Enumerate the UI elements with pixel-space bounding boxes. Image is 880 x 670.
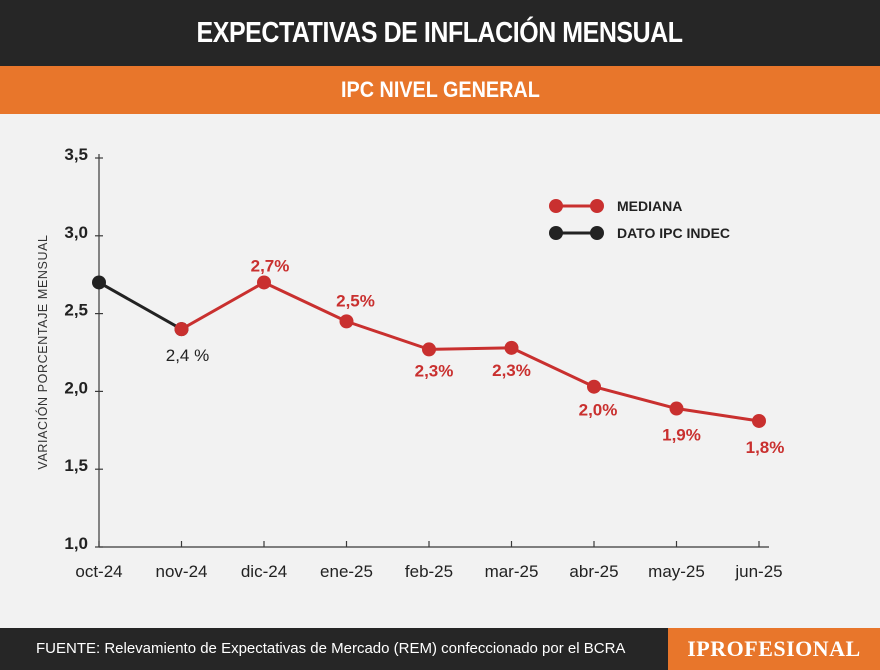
data-point-oct-24 (92, 275, 106, 290)
series-line-mediana (180, 280, 760, 423)
data-label-mar-25: 2,3% (492, 361, 531, 380)
legend-label: MEDIANA (617, 198, 682, 214)
legend-swatch-dot (590, 226, 604, 240)
y-tick-label: 3,5 (64, 145, 88, 164)
data-point-ene-25 (339, 314, 354, 329)
data-label-may-25: 1,9% (662, 426, 701, 445)
x-tick-label: feb-25 (405, 562, 453, 581)
data-label-abr-25: 2,0% (579, 401, 618, 420)
data-label-feb-25: 2,3% (415, 361, 454, 380)
source-note: FUENTE: Relevamiento de Expectativas de … (36, 640, 626, 657)
data-label-ene-25: 2,5% (336, 291, 375, 310)
footer-bar: FUENTE: Relevamiento de Expectativas de … (0, 628, 880, 670)
data-point-jun-25 (752, 413, 766, 428)
data-point-may-25 (669, 401, 684, 416)
y-tick-label: 3,0 (64, 223, 88, 242)
data-point-feb-25 (422, 342, 436, 357)
data-point-mar-25 (504, 340, 519, 355)
series-line-dato-ipc-indec (98, 281, 183, 331)
data-point-abr-25 (587, 379, 601, 394)
x-tick-label: oct-24 (75, 562, 122, 581)
legend-label: DATO IPC INDEC (617, 225, 730, 241)
chart-title-bar: EXPECTATIVAS DE INFLACIÓN MENSUAL (0, 0, 880, 66)
x-tick-label: may-25 (648, 562, 705, 581)
data-label-dic-24: 2,7% (251, 256, 290, 275)
data-point-nov-24 (174, 322, 189, 337)
y-tick-label: 1,5 (64, 456, 88, 475)
x-tick-label: jun-25 (734, 562, 782, 581)
x-tick-label: mar-25 (485, 562, 539, 581)
y-tick-label: 2,5 (64, 301, 88, 320)
chart-title: EXPECTATIVAS DE INFLACIÓN MENSUAL (196, 16, 684, 49)
data-point-dic-24 (257, 275, 271, 290)
data-label-jun-25: 1,8% (746, 438, 785, 457)
legend-swatch-dot (549, 226, 563, 240)
y-tick-label: 2,0 (64, 378, 88, 397)
y-tick-label: 1,0 (64, 534, 88, 553)
x-tick-label: dic-24 (241, 562, 287, 581)
legend-swatch-dot (549, 199, 563, 213)
x-tick-label: abr-25 (569, 562, 618, 581)
chart-subtitle: IPC NIVEL GENERAL (340, 77, 540, 102)
chart-subtitle-bar: IPC NIVEL GENERAL (0, 66, 880, 114)
x-tick-label: nov-24 (156, 562, 208, 581)
data-label-nov-24: 2,4 % (166, 346, 209, 365)
y-axis-label: VARIACIÓN PORCENTAJE MENSUAL (35, 234, 50, 469)
line-chart: 1,0 1,5 2,0 2,5 3,0 3,5 oct-24 nov-24 dic-24 ene-… (35, 145, 785, 581)
legend-swatch-dot (590, 199, 604, 213)
brand-logo: IPROFESIONAL (668, 628, 880, 670)
x-tick-label: ene-25 (320, 562, 373, 581)
